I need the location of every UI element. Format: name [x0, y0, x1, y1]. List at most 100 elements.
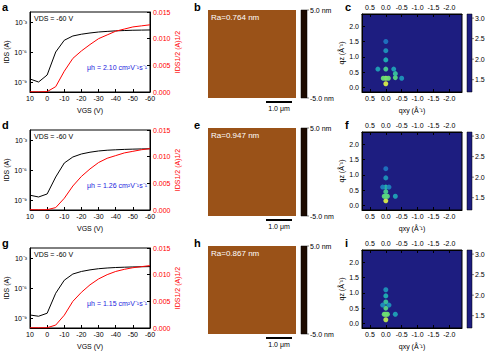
svg-text:qz (Å⁻¹): qz (Å⁻¹): [337, 160, 346, 183]
svg-text:-1.0: -1.0: [412, 240, 424, 247]
svg-text:2.0: 2.0: [475, 174, 485, 181]
svg-text:-1.5: -1.5: [427, 95, 439, 102]
svg-text:-2.0: -2.0: [443, 4, 455, 11]
svg-text:0.010: 0.010: [153, 35, 171, 42]
svg-text:-60: -60: [145, 331, 155, 338]
svg-text:10⁻⁹: 10⁻⁹: [14, 315, 27, 322]
svg-text:f: f: [345, 119, 349, 131]
svg-text:0.5: 0.5: [365, 331, 375, 338]
svg-text:VGS (V): VGS (V): [77, 225, 103, 233]
svg-text:10⁻⁹: 10⁻⁹: [14, 197, 27, 204]
svg-text:0.0: 0.0: [381, 122, 391, 129]
svg-text:VDS = -60 V: VDS = -60 V: [34, 15, 73, 22]
svg-text:0.015: 0.015: [153, 9, 171, 16]
svg-text:μh = 1.26 cm²V⁻¹s⁻¹: μh = 1.26 cm²V⁻¹s⁻¹: [87, 182, 148, 190]
svg-text:0.000: 0.000: [153, 325, 171, 332]
svg-text:1.5: 1.5: [349, 274, 359, 281]
svg-text:e: e: [194, 119, 200, 131]
svg-text:IDS1/2 (A)1/2: IDS1/2 (A)1/2: [174, 267, 182, 310]
svg-text:IDS (A): IDS (A): [3, 41, 11, 64]
svg-text:-10: -10: [59, 95, 69, 102]
svg-text:0.0: 0.0: [349, 202, 359, 209]
svg-text:-2.0: -2.0: [443, 213, 455, 220]
svg-text:1.0: 1.0: [349, 171, 359, 178]
svg-text:1.0: 1.0: [349, 53, 359, 60]
svg-text:0.5: 0.5: [365, 122, 375, 129]
svg-text:-60: -60: [145, 213, 155, 220]
svg-text:-50: -50: [128, 213, 138, 220]
svg-text:0.000: 0.000: [153, 89, 171, 96]
svg-text:IDS (A): IDS (A): [3, 277, 11, 300]
svg-text:-0.5: -0.5: [396, 240, 408, 247]
svg-text:Ra=0.947 nm: Ra=0.947 nm: [211, 131, 260, 140]
svg-text:-0.5: -0.5: [396, 122, 408, 129]
svg-text:3.0: 3.0: [475, 251, 485, 258]
svg-text:VDS = -60 V: VDS = -60 V: [34, 251, 73, 258]
svg-text:2.5: 2.5: [475, 271, 485, 278]
svg-text:0.010: 0.010: [153, 271, 171, 278]
svg-text:0.0: 0.0: [381, 4, 391, 11]
svg-text:1.0: 1.0: [349, 289, 359, 296]
svg-text:-10: -10: [59, 331, 69, 338]
svg-text:1.5: 1.5: [349, 38, 359, 45]
svg-text:-2.0: -2.0: [443, 122, 455, 129]
svg-text:qxy (Å⁻¹): qxy (Å⁻¹): [399, 106, 426, 115]
svg-text:-30: -30: [94, 95, 104, 102]
svg-text:-30: -30: [94, 213, 104, 220]
svg-text:-5.0 nm: -5.0 nm: [310, 331, 334, 338]
svg-text:10⁻⁶: 10⁻⁶: [14, 167, 27, 174]
svg-text:0.5: 0.5: [349, 305, 359, 312]
svg-text:IDS (A): IDS (A): [3, 159, 11, 182]
svg-text:-1.0: -1.0: [412, 122, 424, 129]
svg-text:0.015: 0.015: [153, 245, 171, 252]
svg-text:-2.0: -2.0: [443, 95, 455, 102]
svg-text:2.5: 2.5: [475, 153, 485, 160]
svg-text:0.5: 0.5: [349, 69, 359, 76]
svg-text:-1.0: -1.0: [412, 95, 424, 102]
svg-text:h: h: [194, 237, 201, 249]
svg-text:-5.0 nm: -5.0 nm: [310, 95, 334, 102]
svg-text:0.5: 0.5: [349, 187, 359, 194]
svg-text:IDS1/2 (A)1/2: IDS1/2 (A)1/2: [174, 149, 182, 192]
svg-text:-40: -40: [111, 95, 121, 102]
svg-text:VGS (V): VGS (V): [77, 343, 103, 351]
svg-text:0.0: 0.0: [381, 95, 391, 102]
svg-text:-30: -30: [94, 331, 104, 338]
svg-text:-50: -50: [128, 95, 138, 102]
svg-text:0.000: 0.000: [153, 207, 171, 214]
svg-text:2.0: 2.0: [349, 23, 359, 30]
svg-text:0.5: 0.5: [365, 4, 375, 11]
svg-text:Ra=0.867 nm: Ra=0.867 nm: [211, 249, 260, 258]
svg-text:d: d: [2, 119, 9, 131]
svg-text:-1.5: -1.5: [427, 240, 439, 247]
svg-text:1.0 μm: 1.0 μm: [268, 223, 290, 231]
svg-text:-20: -20: [76, 95, 86, 102]
svg-text:10⁻⁶: 10⁻⁶: [14, 49, 27, 56]
svg-text:-2.0: -2.0: [443, 331, 455, 338]
svg-text:-0.5: -0.5: [396, 95, 408, 102]
svg-text:-20: -20: [76, 331, 86, 338]
svg-text:-10: -10: [59, 213, 69, 220]
svg-text:-0.5: -0.5: [396, 4, 408, 11]
svg-text:10: 10: [26, 213, 34, 220]
svg-text:2.0: 2.0: [349, 259, 359, 266]
svg-text:-40: -40: [111, 331, 121, 338]
svg-text:-50: -50: [128, 331, 138, 338]
svg-text:-0.5: -0.5: [396, 213, 408, 220]
svg-text:μh = 1.15 cm²V⁻¹s⁻¹: μh = 1.15 cm²V⁻¹s⁻¹: [87, 300, 148, 308]
svg-text:10⁻³: 10⁻³: [15, 137, 28, 144]
svg-text:10⁻⁹: 10⁻⁹: [14, 79, 27, 86]
svg-text:5.0 nm: 5.0 nm: [310, 243, 332, 250]
svg-text:-1.0: -1.0: [412, 213, 424, 220]
svg-text:1.5: 1.5: [475, 194, 485, 201]
svg-text:IDS1/2 (A)1/2: IDS1/2 (A)1/2: [174, 31, 182, 74]
svg-text:1.0 μm: 1.0 μm: [268, 105, 290, 113]
svg-text:2.0: 2.0: [349, 141, 359, 148]
svg-text:10⁻³: 10⁻³: [15, 19, 28, 26]
svg-text:-1.5: -1.5: [427, 4, 439, 11]
svg-text:2.0: 2.0: [475, 292, 485, 299]
svg-text:10: 10: [26, 95, 34, 102]
svg-text:0.005: 0.005: [153, 298, 171, 305]
svg-text:qz (Å⁻¹): qz (Å⁻¹): [337, 278, 346, 301]
svg-text:0.5: 0.5: [365, 240, 375, 247]
